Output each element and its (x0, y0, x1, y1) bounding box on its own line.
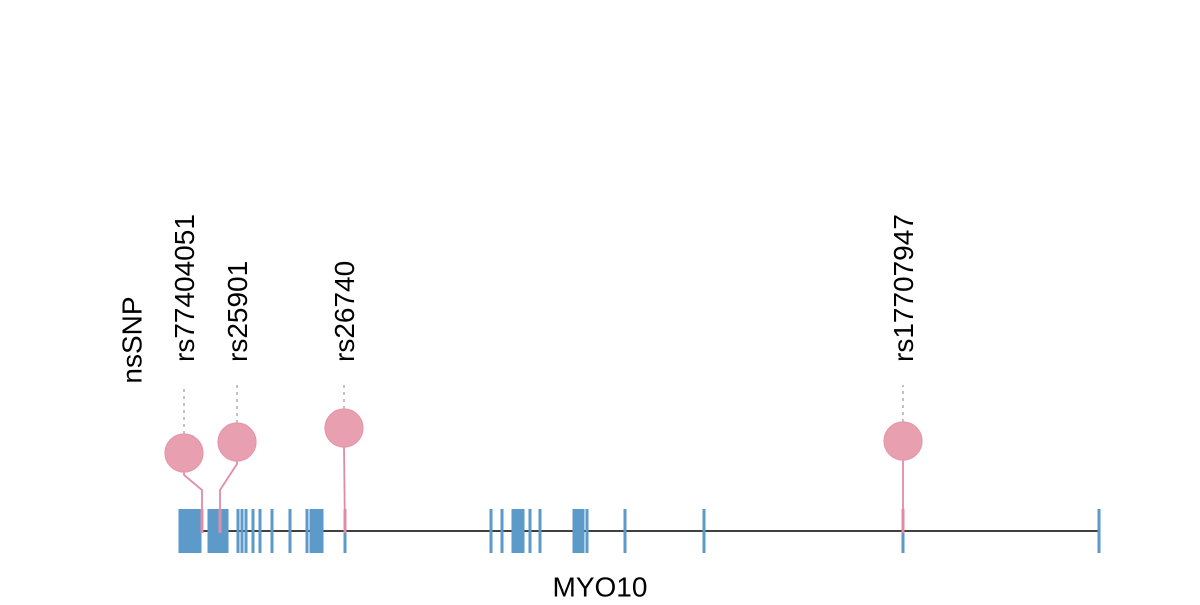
exon-mark (528, 509, 532, 553)
exon-mark (1097, 509, 1101, 553)
snp-gene-tick (343, 509, 347, 533)
snp-rs25901: rs25901 (217, 261, 257, 533)
exon-mark (258, 509, 262, 553)
snp-gene-tick (218, 509, 222, 533)
exon-mark (225, 509, 229, 553)
exon-mark (538, 509, 542, 553)
exon-mark (517, 509, 521, 553)
exon-mark (198, 509, 202, 553)
snp-gene-tick (200, 509, 204, 533)
exon-mark (515, 509, 519, 553)
exon-mark (178, 509, 182, 553)
exon-mark (511, 509, 515, 553)
exon-mark (581, 509, 585, 553)
exon-mark (320, 509, 324, 553)
exon-mark (214, 509, 218, 553)
exon-mark (317, 509, 321, 553)
exon-mark (305, 509, 309, 553)
exon-mark (585, 509, 589, 553)
snp-head (164, 433, 204, 473)
exon-mark (702, 509, 706, 553)
exon-track (178, 509, 1101, 553)
exon-mark (188, 509, 192, 553)
snp-gene-tick (901, 509, 905, 533)
exon-mark (180, 509, 184, 553)
exon-mark (212, 509, 216, 553)
exon-mark (311, 509, 315, 553)
exon-mark (196, 509, 200, 553)
exon-mark (182, 509, 186, 553)
exon-mark (190, 509, 194, 553)
snp-label: rs26740 (329, 261, 360, 362)
track-label: nsSNP (117, 296, 148, 383)
snp-rs77404051: rs77404051 (164, 214, 204, 533)
snp-track: rs77404051 rs25901 rs26740 rs17707947 (164, 214, 923, 534)
snp-rs17707947: rs17707947 (883, 214, 923, 533)
exon-mark (207, 509, 211, 553)
snp-rs26740: rs26740 (324, 261, 364, 534)
snp-label: rs17707947 (888, 214, 919, 362)
exon-mark (186, 509, 190, 553)
exon-mark (288, 509, 292, 553)
exon-mark (513, 509, 517, 553)
exon-mark (244, 509, 248, 553)
exon-mark (309, 509, 313, 553)
exon-mark (222, 509, 226, 553)
exon-mark (575, 509, 579, 553)
snp-head (324, 408, 364, 448)
snp-head (217, 422, 257, 462)
exon-mark (236, 509, 240, 553)
exon-mark (210, 509, 214, 553)
exon-mark (489, 509, 493, 553)
snp-label: rs77404051 (169, 214, 200, 362)
snp-label: rs25901 (222, 261, 253, 362)
exon-mark (521, 509, 525, 553)
exon-mark (519, 509, 523, 553)
exon-mark (314, 509, 318, 553)
exon-mark (500, 509, 504, 553)
exon-mark (194, 509, 198, 553)
exon-mark (192, 509, 196, 553)
exon-mark (184, 509, 188, 553)
exon-mark (240, 509, 244, 553)
exon-mark (572, 509, 576, 553)
exon-mark (578, 509, 582, 553)
gene-label: MYO10 (553, 572, 648, 601)
exon-mark (270, 509, 274, 553)
exon-mark (251, 509, 255, 553)
snp-head (883, 421, 923, 461)
exon-mark (623, 509, 627, 553)
